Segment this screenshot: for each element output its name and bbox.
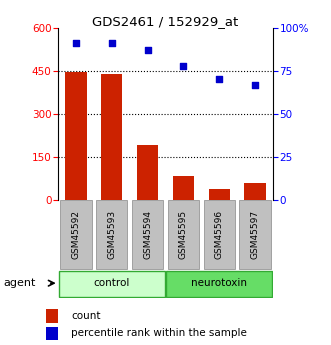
Bar: [60, 200, 92, 269]
Point: [216, 77, 222, 82]
Text: GSM45592: GSM45592: [71, 210, 80, 259]
Text: count: count: [71, 311, 101, 321]
Text: GSM45597: GSM45597: [251, 210, 260, 259]
Text: GSM45595: GSM45595: [179, 210, 188, 259]
Text: neurotoxin: neurotoxin: [191, 278, 247, 288]
Bar: [59, 270, 165, 297]
Text: GSM45594: GSM45594: [143, 210, 152, 259]
Text: GDS2461 / 152929_at: GDS2461 / 152929_at: [92, 16, 239, 29]
Bar: [96, 200, 127, 269]
Text: GSM45593: GSM45593: [107, 210, 116, 259]
Bar: [167, 200, 199, 269]
Bar: [204, 200, 235, 269]
Bar: [244, 183, 266, 200]
Point: [73, 40, 78, 46]
Bar: [46, 327, 58, 340]
Point: [181, 63, 186, 68]
Bar: [209, 189, 230, 200]
Bar: [132, 200, 163, 269]
Text: control: control: [94, 278, 130, 288]
Bar: [166, 270, 272, 297]
Text: GSM45596: GSM45596: [215, 210, 224, 259]
Bar: [137, 145, 158, 200]
Point: [145, 47, 150, 53]
Bar: [239, 200, 271, 269]
Text: percentile rank within the sample: percentile rank within the sample: [71, 328, 247, 338]
Point: [109, 40, 114, 46]
Bar: [46, 309, 58, 323]
Bar: [173, 176, 194, 200]
Bar: [101, 75, 122, 200]
Bar: [65, 71, 87, 200]
Point: [253, 82, 258, 87]
Text: agent: agent: [3, 278, 36, 288]
